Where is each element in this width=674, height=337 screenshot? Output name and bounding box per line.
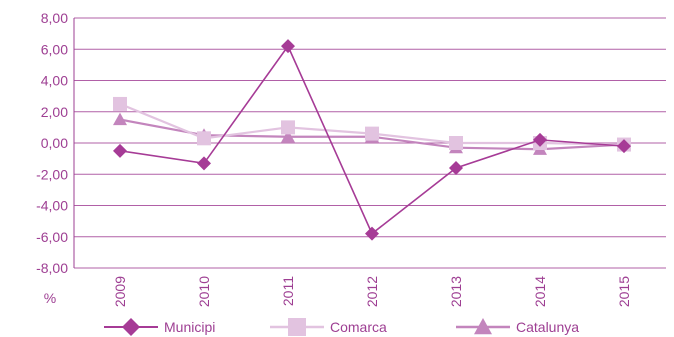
y-tick-label: 6,00 (41, 41, 68, 57)
series (113, 39, 631, 241)
y-tick-label: 8,00 (41, 10, 68, 26)
data-point (113, 112, 127, 126)
axes: 8,00 6,00 4,00 2,00 0,00 -2,00 -4,00 -6,00 -8,00… (36, 10, 632, 307)
legend-item-comarca: Comarca (270, 318, 387, 336)
data-point (365, 226, 379, 241)
y-tick-label: -8,00 (36, 260, 68, 276)
x-tick-label: 2010 (196, 276, 212, 307)
data-point (281, 129, 295, 143)
gridlines (74, 17, 666, 269)
data-point (113, 96, 127, 111)
y-tick-label: -6,00 (36, 229, 68, 245)
legend-item-municipi: Municipi (104, 318, 215, 336)
legend-label: Catalunya (516, 319, 579, 335)
x-tick-label: 2009 (112, 276, 128, 307)
data-point (617, 139, 631, 154)
y-unit-label: % (44, 290, 56, 306)
data-point (365, 126, 379, 141)
x-tick-label: 2015 (616, 276, 632, 307)
y-tick-label: -2,00 (36, 166, 68, 182)
legend-marker (474, 318, 492, 335)
legend-label: Municipi (164, 319, 215, 335)
legend-marker (122, 318, 140, 336)
data-point (449, 161, 463, 175)
y-tick-label: 2,00 (41, 104, 68, 120)
x-tick-label: 2014 (532, 276, 548, 307)
y-tick-label: -4,00 (36, 198, 68, 214)
legend-label: Comarca (330, 319, 387, 335)
legend-marker (288, 318, 306, 336)
data-point (113, 143, 127, 158)
data-point (281, 120, 295, 135)
legend-item-catalunya: Catalunya (456, 318, 579, 335)
y-tick-label: 0,00 (41, 135, 68, 151)
data-point (449, 136, 463, 150)
x-tick-label: 2013 (448, 276, 464, 307)
data-point (197, 131, 211, 146)
x-tick-label: 2011 (280, 276, 296, 306)
x-tick-label: 2012 (364, 276, 380, 307)
data-point (281, 39, 295, 54)
data-point (197, 156, 211, 171)
series-municipi (113, 39, 631, 241)
data-point (533, 132, 547, 147)
legend: Municipi Comarca Catalunya (104, 318, 579, 336)
y-tick-label: 4,00 (41, 73, 68, 89)
